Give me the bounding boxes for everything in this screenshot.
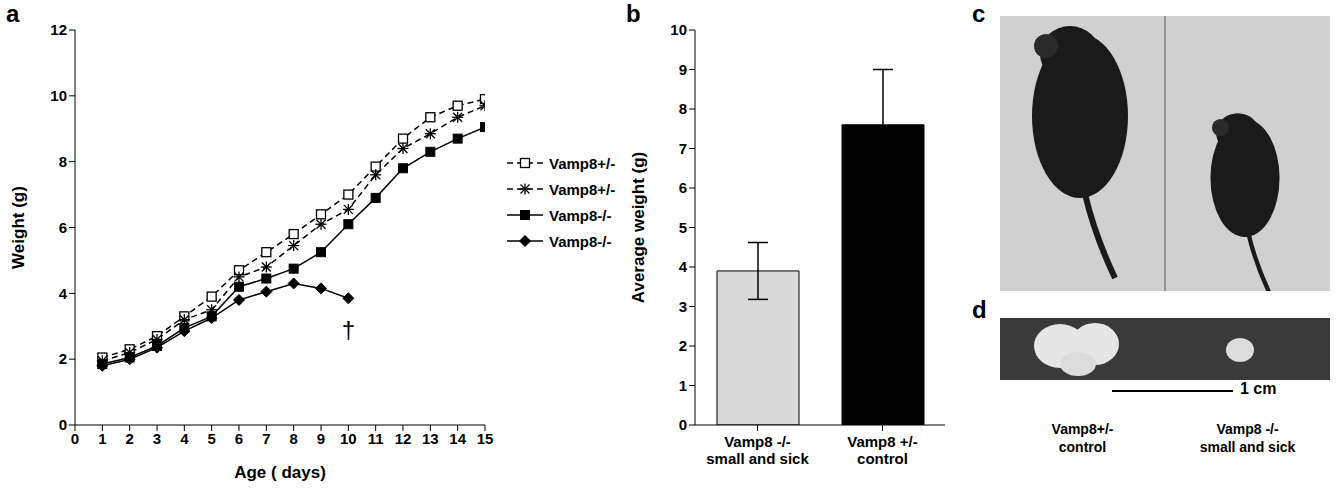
svg-text:14: 14	[449, 430, 466, 447]
html-text:d: d	[972, 296, 987, 323]
svg-text:Vamp8 +/-control: Vamp8 +/-control	[847, 433, 917, 467]
svg-text:4: 4	[679, 258, 688, 275]
svg-text:12: 12	[50, 21, 67, 38]
svg-text:10: 10	[340, 430, 357, 447]
svg-text:6: 6	[235, 430, 243, 447]
svg-text:3: 3	[153, 430, 161, 447]
svg-text:2: 2	[679, 337, 687, 354]
svg-text:7: 7	[679, 140, 687, 157]
svg-text:2: 2	[125, 430, 133, 447]
html-text:Vamp8+/-: Vamp8+/-	[549, 180, 616, 198]
html-text:c: c	[972, 0, 986, 27]
svg-text:Weight (g): Weight (g)	[9, 186, 28, 269]
svg-text:9: 9	[317, 430, 325, 447]
svg-text:0: 0	[679, 416, 687, 433]
svg-text:10: 10	[50, 87, 67, 104]
svg-text:Vamp8 -/-small and sick: Vamp8 -/-small and sick	[706, 433, 809, 467]
html-text:Vamp8+/-: Vamp8+/-	[549, 154, 616, 172]
html-text:Vamp8-/-: Vamp8-/-	[549, 206, 612, 224]
svg-text:Average weight (g): Average weight (g)	[629, 152, 648, 303]
svg-text:11: 11	[368, 430, 384, 447]
html-text:Vamp8-/-: Vamp8-/-	[549, 232, 612, 250]
svg-text:8: 8	[59, 153, 67, 170]
html-text:b: b	[626, 0, 641, 27]
svg-text:4: 4	[180, 430, 189, 447]
svg-text:9: 9	[679, 61, 687, 78]
html-text:1 cm: 1 cm	[1240, 380, 1277, 397]
svg-text:4: 4	[59, 285, 68, 302]
html-text:a: a	[6, 0, 20, 27]
svg-text:Age ( days): Age ( days)	[234, 463, 326, 482]
svg-text:8: 8	[289, 430, 297, 447]
svg-text:6: 6	[679, 179, 687, 196]
svg-text:2: 2	[59, 350, 67, 367]
svg-text:15: 15	[477, 430, 494, 447]
svg-text:13: 13	[422, 430, 439, 447]
html-text:small and sick: small and sick	[1199, 439, 1296, 455]
svg-text:10: 10	[670, 21, 687, 38]
html-text:Vamp8 -/-: Vamp8 -/-	[1216, 421, 1279, 437]
svg-text:8: 8	[679, 100, 687, 117]
svg-text:0: 0	[71, 430, 79, 447]
html-text:control: control	[1058, 439, 1107, 455]
svg-text:0: 0	[59, 416, 67, 433]
svg-text:12: 12	[395, 430, 412, 447]
svg-text:1: 1	[679, 377, 687, 394]
html-text:Vamp8+/-: Vamp8+/-	[1051, 421, 1114, 437]
svg-text:1: 1	[98, 430, 106, 447]
svg-text:5: 5	[679, 219, 687, 236]
svg-text:5: 5	[207, 430, 215, 447]
svg-text:†: †	[342, 316, 355, 343]
svg-text:7: 7	[262, 430, 270, 447]
svg-text:3: 3	[679, 298, 687, 315]
svg-text:6: 6	[59, 219, 67, 236]
